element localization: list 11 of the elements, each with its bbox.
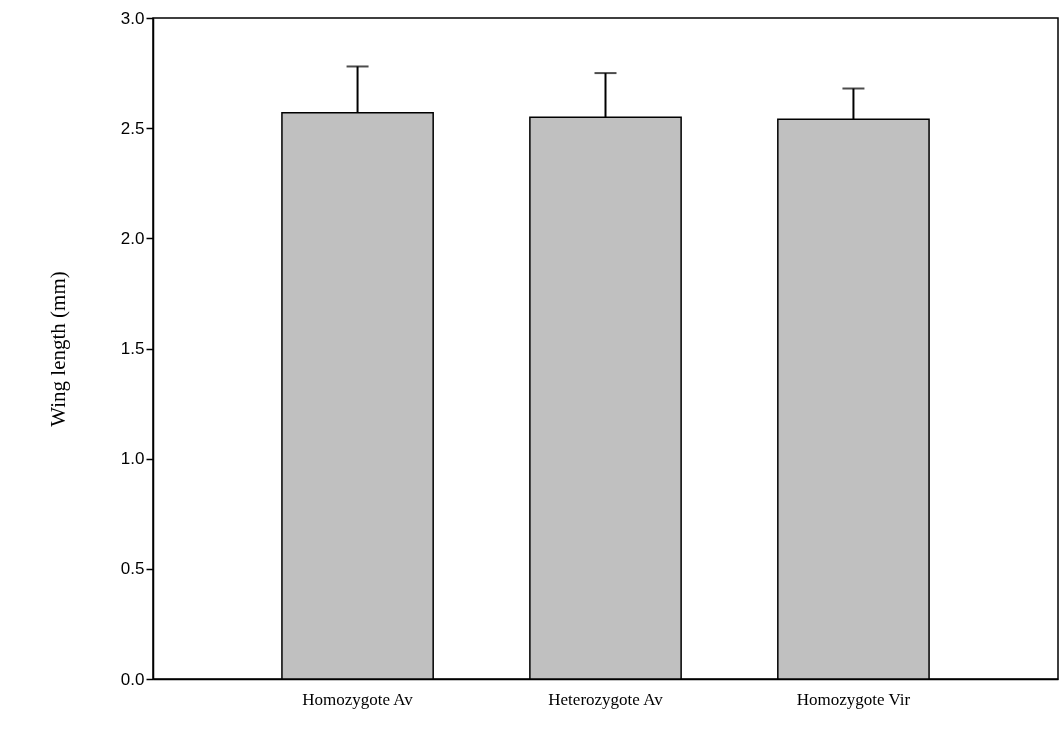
y-tick-label: 3.0 bbox=[120, 8, 145, 28]
y-tick-label: 0.0 bbox=[120, 669, 145, 689]
y-tick-label: 1.5 bbox=[120, 339, 145, 358]
y-tick-label: 2.0 bbox=[120, 228, 145, 248]
x-tick-label: Heterozygote Av bbox=[548, 689, 664, 709]
y-axis-title: Wing length (mm) bbox=[45, 271, 70, 427]
x-tick-label: Homozygote Vir bbox=[796, 689, 911, 709]
y-tick-label: 1.0 bbox=[120, 449, 145, 469]
x-tick-label: Homozygote Av bbox=[302, 689, 414, 709]
y-tick-label: 2.5 bbox=[120, 118, 145, 138]
y-tick-label: 0.5 bbox=[120, 559, 145, 579]
